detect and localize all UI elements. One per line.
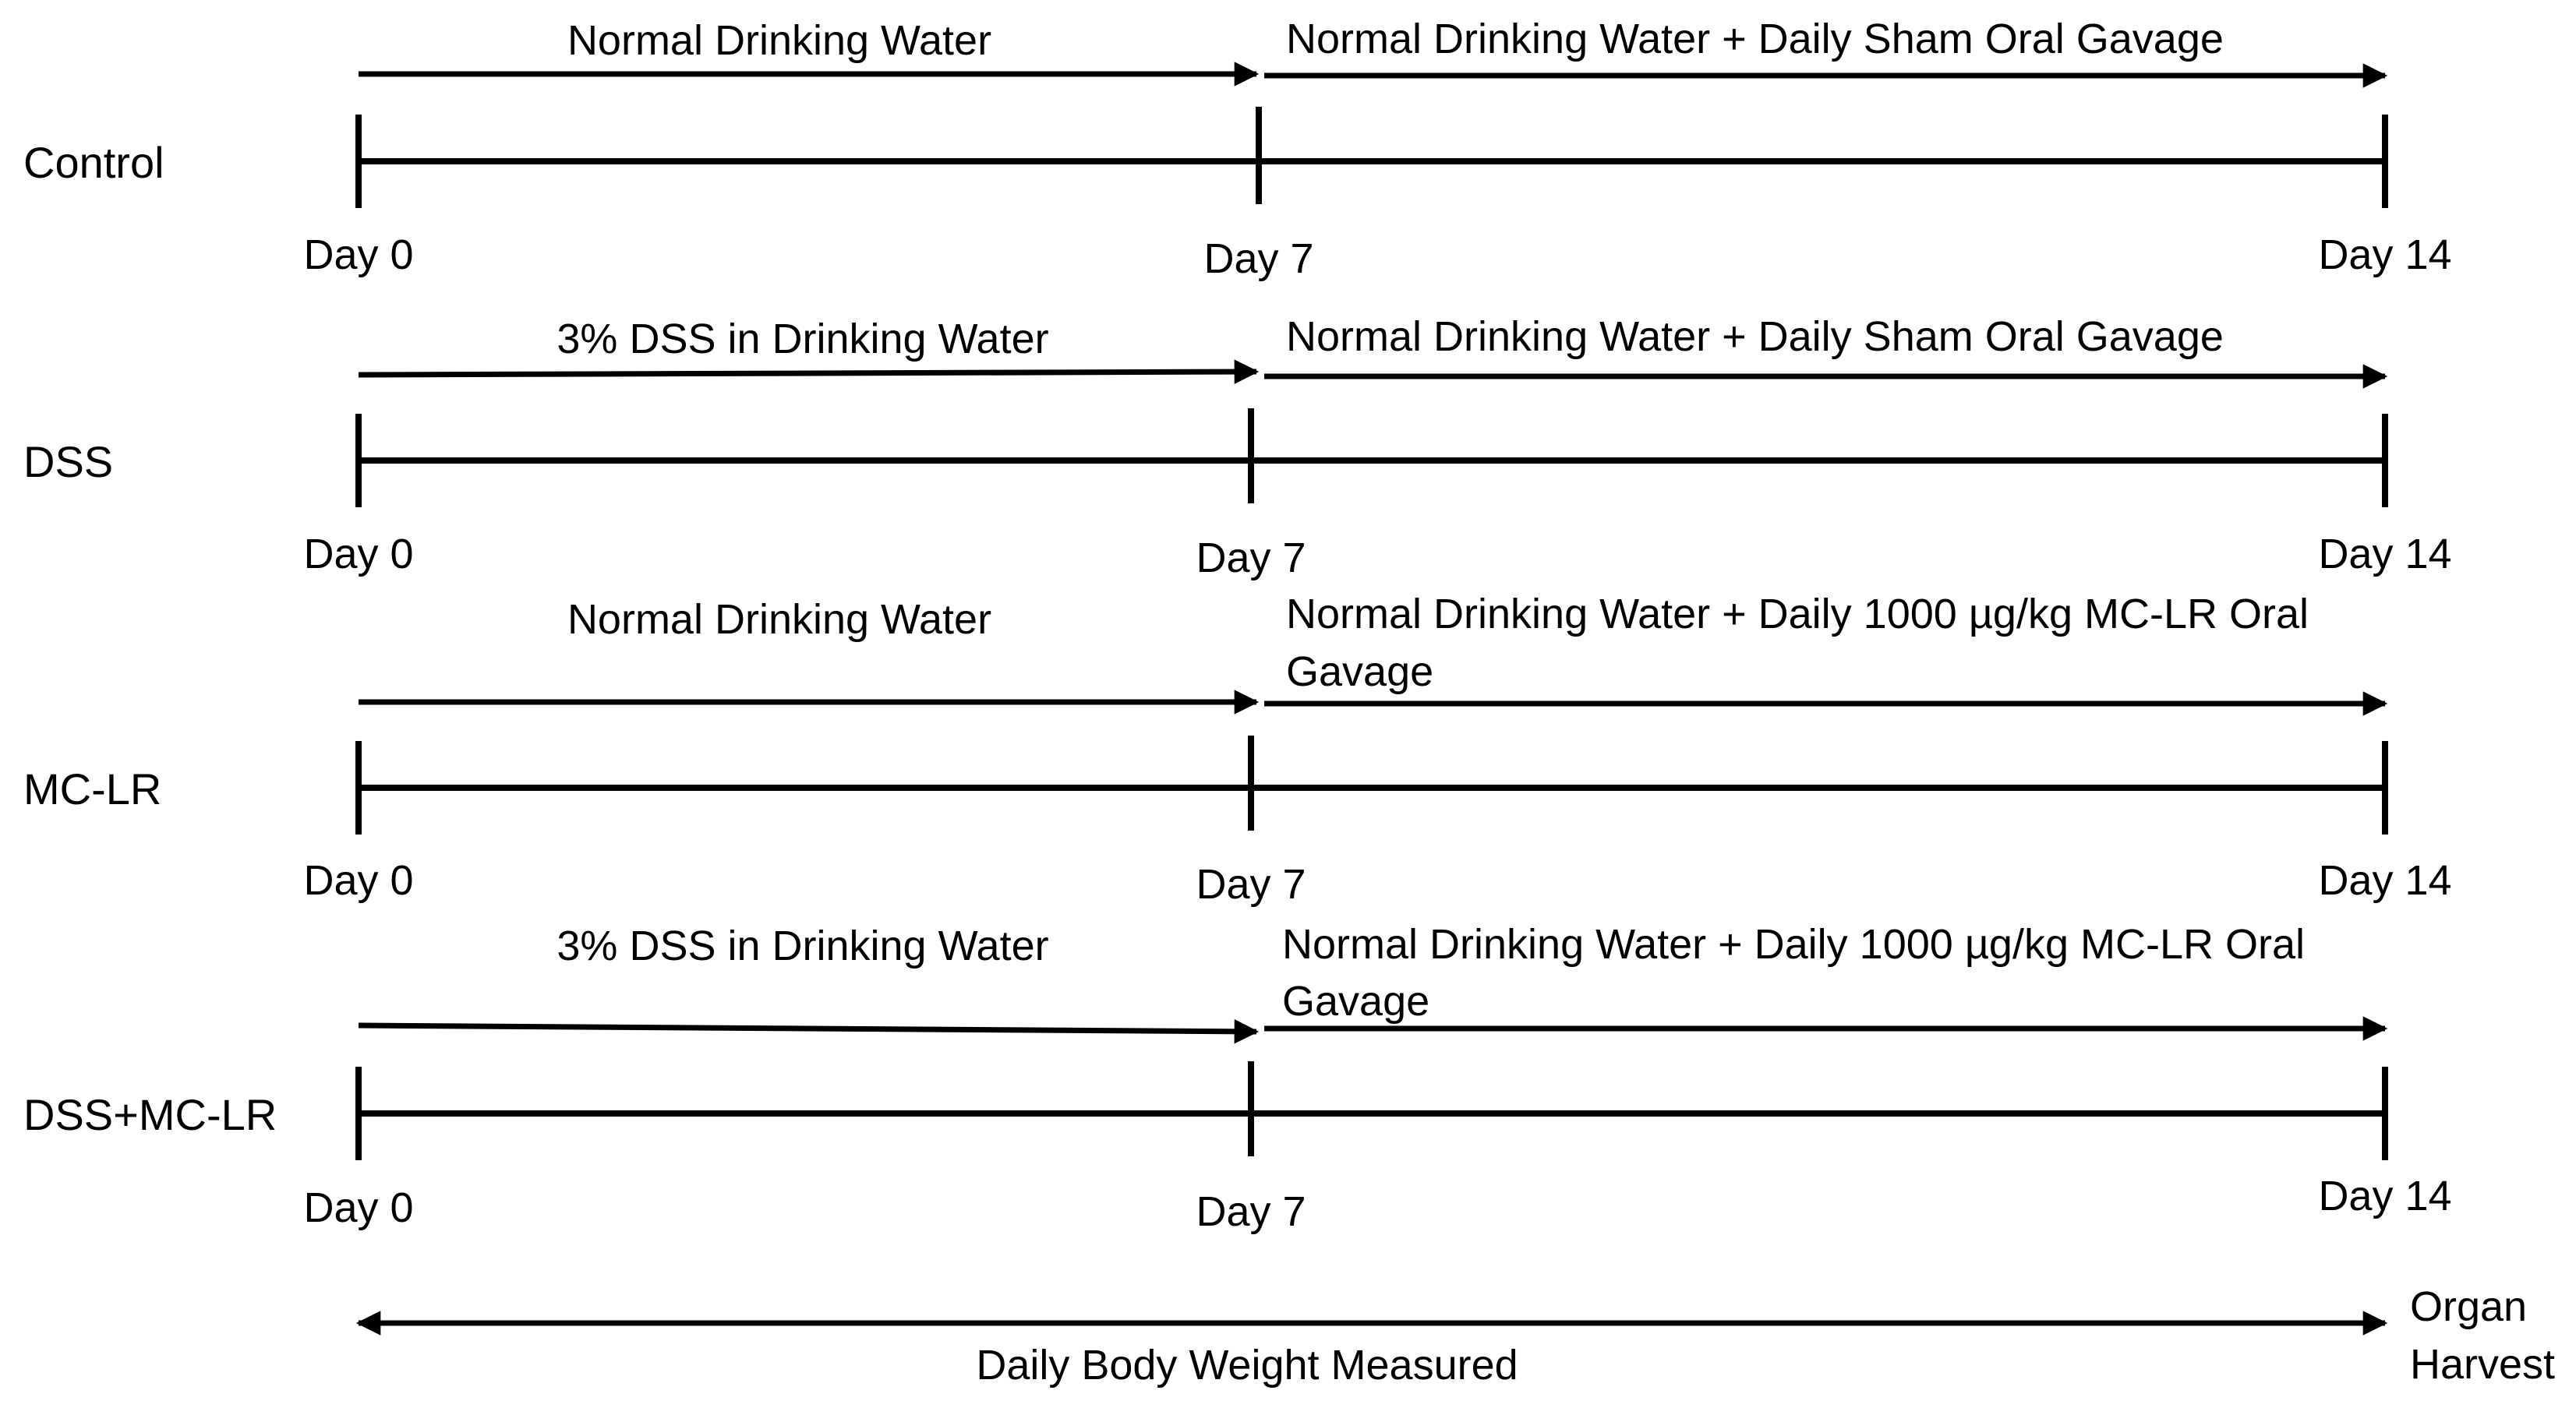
phase1-label: Normal Drinking Water — [567, 17, 991, 64]
day0-label: Day 0 — [303, 1184, 413, 1231]
phase2-label-line2: Gavage — [1282, 978, 1429, 1025]
day14-label: Day 14 — [2318, 857, 2451, 904]
group-dss: DSS 3% DSS in Drinking Water Normal Drin… — [23, 313, 2452, 581]
phase1-label: Normal Drinking Water — [567, 596, 991, 643]
phase1-arrow — [358, 1019, 1260, 1044]
phase1-label: 3% DSS in Drinking Water — [557, 923, 1048, 969]
day7-label: Day 7 — [1196, 1188, 1306, 1235]
group-control: Control Normal Drinking Water Normal Dri… — [23, 16, 2452, 282]
phase2-label-line2: Gavage — [1286, 648, 1433, 695]
footer-measurement: Daily Body Weight Measured Organ Harvest — [355, 1283, 2555, 1389]
harvest-label-line2: Harvest — [2410, 1341, 2555, 1388]
harvest-label-line1: Organ — [2410, 1283, 2527, 1330]
day0-label: Day 0 — [303, 531, 413, 577]
day14-label: Day 14 — [2318, 1173, 2451, 1219]
phase2-label: Normal Drinking Water + Daily 1000 µg/kg… — [1286, 591, 2309, 637]
day7-label: Day 7 — [1196, 535, 1306, 581]
group-label: DSS+MC-LR — [23, 1090, 277, 1139]
phase1-arrow — [358, 359, 1260, 384]
group-label: MC-LR — [23, 764, 161, 813]
phase2-label: Normal Drinking Water + Daily 1000 µg/kg… — [1282, 921, 2305, 968]
day14-label: Day 14 — [2318, 531, 2451, 577]
phase2-label: Normal Drinking Water + Daily Sham Oral … — [1286, 16, 2224, 62]
group-mc-lr: MC-LR Normal Drinking Water Normal Drink… — [23, 591, 2452, 908]
group-dss-mc-lr: DSS+MC-LR 3% DSS in Drinking Water Norma… — [23, 921, 2452, 1235]
day0-label: Day 0 — [303, 231, 413, 278]
phase1-label: 3% DSS in Drinking Water — [557, 316, 1048, 362]
day14-label: Day 14 — [2318, 231, 2451, 278]
day7-label: Day 7 — [1196, 861, 1306, 908]
day0-label: Day 0 — [303, 857, 413, 904]
group-label: DSS — [23, 437, 113, 486]
group-label: Control — [23, 138, 164, 187]
measurement-label: Daily Body Weight Measured — [976, 1342, 1518, 1389]
phase2-label: Normal Drinking Water + Daily Sham Oral … — [1286, 313, 2224, 360]
day7-label: Day 7 — [1203, 235, 1313, 282]
